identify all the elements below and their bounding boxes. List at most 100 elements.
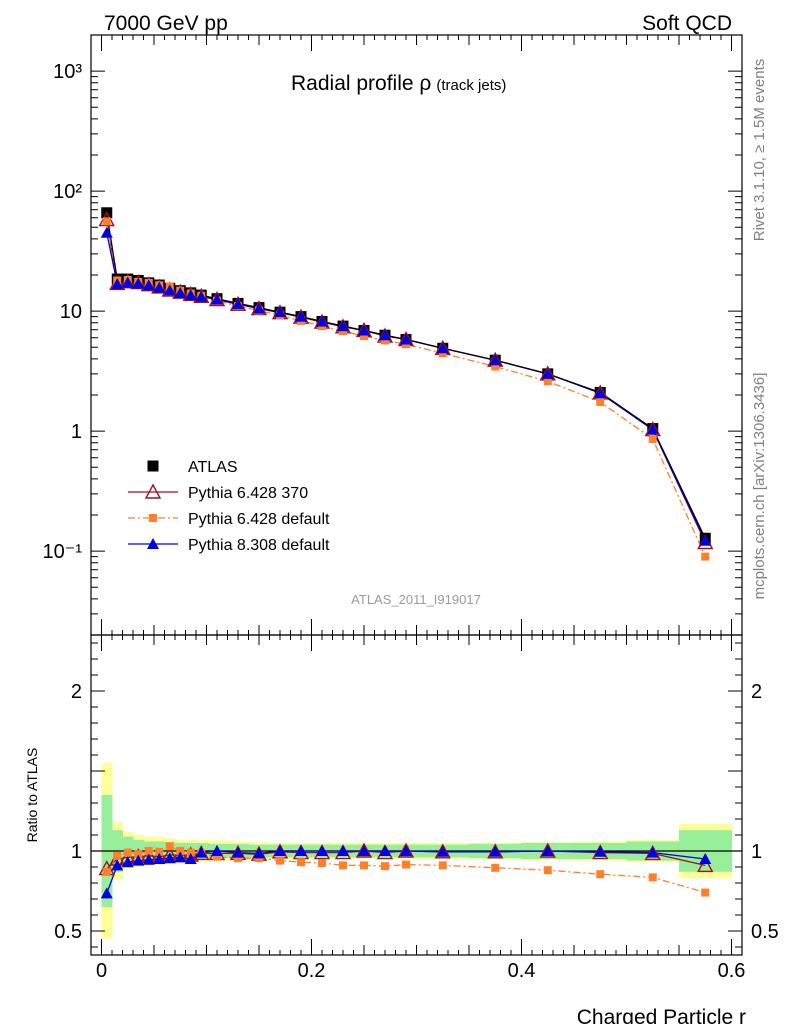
pythia-6-428-default-point	[360, 332, 368, 341]
pythia-6-428-default-point	[381, 336, 389, 345]
pythia-6-428-default-ratio-point	[123, 848, 132, 857]
pythia-8-308-default-ratio-point	[316, 845, 328, 856]
pythia-6-428-default-ratio-point	[165, 842, 174, 851]
pythia-8-308-default-ratio-point	[295, 845, 307, 856]
pythia-8-308-default-point	[153, 281, 166, 293]
pythia-8-308-default-point	[211, 293, 223, 305]
pythia-8-308-default-point	[163, 284, 176, 296]
pythia-8-308-default-ratio-point	[232, 846, 244, 858]
header-left: 7000 GeV pp	[104, 12, 228, 35]
pythia-6-428-default-ratio-point	[339, 861, 347, 870]
x-tick-label: 0.4	[508, 960, 536, 982]
pythia-6-428-default-ratio-point	[234, 854, 242, 863]
legend-marker-pythia-6-428-default	[149, 514, 157, 522]
y-tick-label: 10	[60, 301, 82, 323]
ratio-y-tick-label-right: 1	[751, 841, 762, 863]
pythia-8-308-default-ratio-point	[646, 846, 659, 858]
y-tick-label: 10²	[53, 181, 82, 203]
legend-label-pythia-6-428-default: Pythia 6.428 default	[188, 511, 330, 528]
pythia-6-428-default-point	[491, 362, 500, 371]
pythia-6-428-default-ratio-point	[318, 859, 326, 867]
pythia-8-308-default-ratio-point	[436, 845, 449, 857]
pythia-6-428-default-ratio-point	[276, 856, 284, 865]
pythia-6-428-default-ratio-point	[438, 861, 447, 870]
legend-marker-pythia-6-428-370	[144, 483, 162, 499]
pythia-8-308-default-ratio-point	[541, 845, 554, 856]
pythia-8-308-default-ratio-point	[100, 887, 113, 899]
pythia-8-308-default-ratio-point	[111, 859, 124, 871]
pythia-8-308-default-point	[253, 302, 265, 314]
y-tick-label: 10³	[53, 61, 82, 83]
legend-label-pythia-8-308-default: Pythia 8.308 default	[188, 537, 330, 554]
pythia-6-428-default-ratio-point	[596, 870, 605, 879]
pythia-6-428-default-point	[648, 434, 657, 443]
pythia-8-308-default-point	[132, 277, 145, 289]
pythia-8-308-default-point	[489, 354, 502, 366]
ratio-y-tick-label-right: 2	[751, 681, 762, 703]
pythia-8-308-default-ratio-point	[379, 845, 391, 856]
pythia-8-308-default-ratio-point	[699, 853, 712, 864]
ratio-y-tick-label: 2	[71, 681, 82, 703]
pythia-8-308-default-point	[337, 320, 349, 332]
pythia-8-308-default-point	[184, 289, 197, 301]
pythia-6-428-default-point	[596, 397, 605, 406]
pythia-8-308-default-ratio-point	[274, 845, 286, 856]
ratio-plot-area: 0.5 0.5 1 1 2 2	[54, 642, 779, 948]
pythia-8-308-default-ratio-point	[132, 854, 145, 866]
pythia-6-428-370-ratio-point	[397, 842, 415, 858]
analysis-label: ATLAS_2011_I919017	[351, 592, 481, 607]
pythia-6-428-default-ratio-line	[106, 845, 706, 894]
pythia-8-308-default-point	[594, 387, 607, 399]
pythia-6-428-370-ratio-point	[644, 844, 661, 861]
pythia-8-308-default-point	[295, 310, 307, 322]
pythia-6-428-370-ratio-point	[592, 844, 609, 860]
ratio-y-tick-label-right: 0.5	[751, 921, 779, 943]
pythia-6-428-default-point	[339, 327, 347, 336]
pythia-6-428-default-ratio-point	[134, 850, 143, 859]
pythia-8-308-default-point	[699, 534, 712, 546]
pythia-8-308-default-ratio-point	[337, 845, 349, 856]
pythia-6-428-default-ratio-point	[213, 852, 221, 861]
pythia-8-308-default-point	[232, 298, 244, 310]
ratio-y-tick-label: 0.5	[54, 921, 82, 943]
pythia-8-308-default-point	[379, 329, 391, 341]
pythia-8-308-default-ratio-point	[211, 845, 223, 856]
pythia-6-428-default-ratio-point	[113, 851, 122, 860]
svg-text:Radial profile ρ(track jets): Radial profile ρ (track jets)	[291, 72, 506, 95]
ratio-panel: 0.5 0.5 1 1 2 2 Ratio to ATLAS	[24, 634, 779, 956]
pythia-8-308-default-point	[111, 278, 124, 290]
pythia-8-308-default-ratio-point	[153, 853, 166, 864]
pythia-8-308-default-point	[541, 367, 554, 379]
pythia-8-308-default-ratio-point	[489, 845, 502, 857]
plot-title: Radial profile ρ	[291, 72, 431, 95]
main-panel: 10⁻¹ 1 10 10² 10³ Radial profile ρ (track jet…	[43, 34, 743, 636]
legend-marker-atlas	[147, 460, 159, 472]
pythia-8-308-default-point	[646, 423, 659, 435]
pythia-6-428-370-ratio-point	[355, 842, 373, 858]
x-axis: 0 0.2 0.4 0.6	[96, 35, 745, 982]
pythia-8-308-default-ratio-point	[400, 845, 412, 856]
pythia-8-308-default-ratio-point	[253, 847, 265, 859]
main-plot-area: 10⁻¹ 1 10 10² 10³	[43, 34, 742, 636]
pythia-6-428-default-ratio-point	[155, 847, 164, 856]
pythia-8-308-default-point	[274, 306, 286, 318]
header-right: Soft QCD	[642, 12, 732, 35]
pythia-8-308-default-point	[121, 276, 134, 288]
pythia-8-308-default-ratio-point	[184, 853, 197, 864]
plot-subtitle: (track jets)	[436, 77, 506, 94]
pythia-6-428-default-ratio-point	[381, 862, 389, 871]
pythia-8-308-default-point	[195, 290, 208, 302]
pythia-8-308-default-ratio-point	[174, 851, 187, 863]
legend-marker-pythia-8-308-default	[147, 538, 159, 549]
pythia-6-428-default-ratio-point	[186, 848, 195, 857]
pythia-8-308-default-point	[142, 279, 155, 291]
pythia-8-308-default-point	[358, 324, 370, 336]
pythia-6-428-default-ratio-point	[144, 847, 153, 855]
legend-label-atlas: ATLAS	[188, 459, 238, 476]
pythia-8-308-default-ratio-point	[142, 853, 155, 865]
legend: ATLAS Pythia 6.428 370 Pythia 6.428 defaul…	[128, 459, 330, 554]
pythia-6-428-default-ratio-point	[543, 866, 552, 875]
pythia-6-428-370-ratio-point	[434, 843, 451, 859]
pythia-6-428-default-ratio-point	[176, 847, 185, 855]
pythia-8-308-default-ratio-point	[121, 856, 134, 868]
